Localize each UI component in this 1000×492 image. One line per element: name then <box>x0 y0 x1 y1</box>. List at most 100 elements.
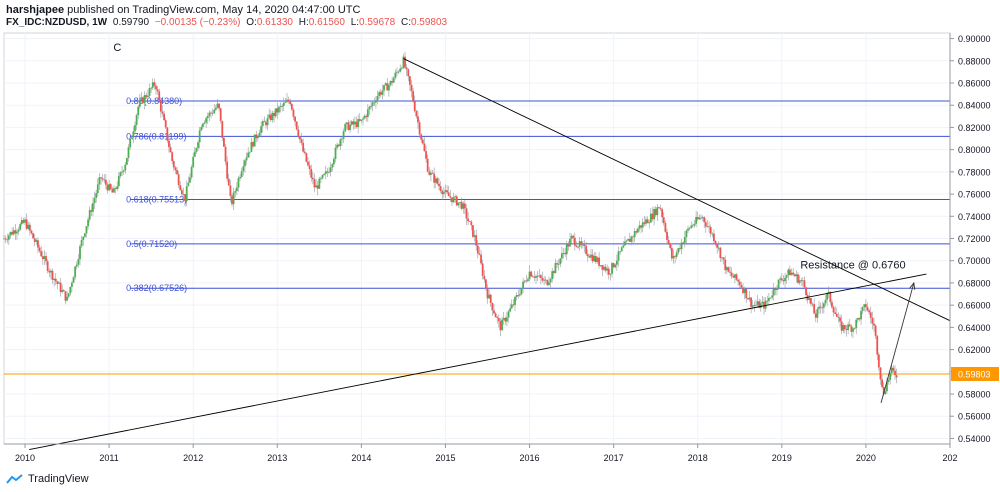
candle-body <box>95 193 98 199</box>
candle-body <box>727 267 730 272</box>
candle-body <box>810 298 812 304</box>
candle-body <box>633 231 636 238</box>
candle-body <box>515 295 518 298</box>
candle-body <box>756 301 759 306</box>
candle-body <box>315 185 317 188</box>
candle-body <box>787 269 790 276</box>
candle-body <box>829 291 832 303</box>
candle-body <box>104 179 107 185</box>
candle-body <box>46 261 49 271</box>
candle-body <box>37 240 39 248</box>
candle-body <box>51 270 54 280</box>
candle-body <box>607 268 610 275</box>
candle-body <box>767 298 770 301</box>
candle-body <box>208 112 211 117</box>
candle-body <box>210 112 212 114</box>
candle-body <box>798 280 801 283</box>
candle-body <box>594 256 597 262</box>
candle-body <box>729 271 731 273</box>
candle-body <box>71 282 73 287</box>
candle-body <box>601 265 604 270</box>
candle-body <box>148 88 151 96</box>
candle-body <box>134 125 136 132</box>
candle-body <box>695 217 698 224</box>
candle-body <box>489 294 492 303</box>
candle-body <box>344 123 347 132</box>
fib-level-label: 0.88(0.84380) <box>126 96 182 106</box>
symbol-label[interactable]: FX_IDC:NZDUSD, 1W <box>6 17 108 28</box>
candle-body <box>831 302 833 308</box>
candle-body <box>303 151 306 153</box>
candle-body <box>370 105 372 107</box>
candle-body <box>879 367 882 380</box>
candle-body <box>87 219 89 227</box>
candle-body <box>560 253 563 259</box>
candle-body <box>674 255 676 257</box>
candle-body <box>813 304 816 314</box>
candle-body <box>151 82 154 88</box>
fib-level-label: 0.618(0.75513) <box>126 194 187 204</box>
publisher-name[interactable]: harshjapee <box>6 4 65 16</box>
candle-body <box>30 230 33 234</box>
candle-body <box>853 328 856 329</box>
candle-body <box>530 271 533 277</box>
candle-body <box>130 137 133 139</box>
candle-body <box>345 122 348 124</box>
candle-body <box>709 227 712 234</box>
candle-body <box>573 237 576 246</box>
candle-body <box>392 77 395 83</box>
candle-body <box>832 307 835 313</box>
current-price-label: 0.59803 <box>958 369 991 379</box>
brand-name[interactable]: TradingView <box>28 473 89 485</box>
candle-body <box>475 235 478 246</box>
candle-body <box>168 140 170 148</box>
candle-body <box>268 114 271 119</box>
candle-body <box>138 100 141 107</box>
candle-body <box>493 310 495 314</box>
candle-body <box>172 161 175 168</box>
candle-body <box>892 367 895 371</box>
candle-body <box>609 273 612 275</box>
candle-body <box>661 209 664 218</box>
candle-body <box>83 233 86 237</box>
candle-body <box>845 329 848 331</box>
candle-body <box>782 280 785 282</box>
candle-body <box>889 372 892 380</box>
candle-body <box>764 300 767 309</box>
candle-body <box>575 245 578 247</box>
candle-body <box>580 241 583 245</box>
candle-body <box>499 321 502 331</box>
candle-body <box>260 126 263 133</box>
candle-body <box>56 281 59 284</box>
candle-body <box>231 195 233 205</box>
candle-body <box>218 103 220 109</box>
candle-body <box>53 278 56 280</box>
candle-body <box>362 118 364 120</box>
candle-body <box>198 130 201 143</box>
candle-body <box>510 304 513 309</box>
candle-body <box>284 101 287 103</box>
candle-body <box>441 190 444 195</box>
candle-body <box>779 278 782 280</box>
candle-body <box>235 187 238 192</box>
candle-body <box>874 325 877 336</box>
tradingview-logo-icon <box>6 474 23 484</box>
candle-body <box>856 318 859 320</box>
candle-body <box>237 178 240 188</box>
candle-body <box>248 151 251 153</box>
candle-body <box>543 279 546 281</box>
candle-body <box>74 266 77 278</box>
candle-body <box>72 277 75 283</box>
candle-body <box>143 95 146 103</box>
candle-body <box>12 230 15 235</box>
annotations: C Resistance @ 0.6760 <box>113 42 905 272</box>
x-tick-label: 2013 <box>267 453 287 463</box>
candle-body <box>347 122 350 130</box>
candle-body <box>452 197 455 203</box>
candle-body <box>415 111 418 117</box>
candle-body <box>866 307 869 311</box>
candle-body <box>25 219 28 229</box>
candle-body <box>852 328 854 332</box>
candle-body <box>381 90 384 95</box>
